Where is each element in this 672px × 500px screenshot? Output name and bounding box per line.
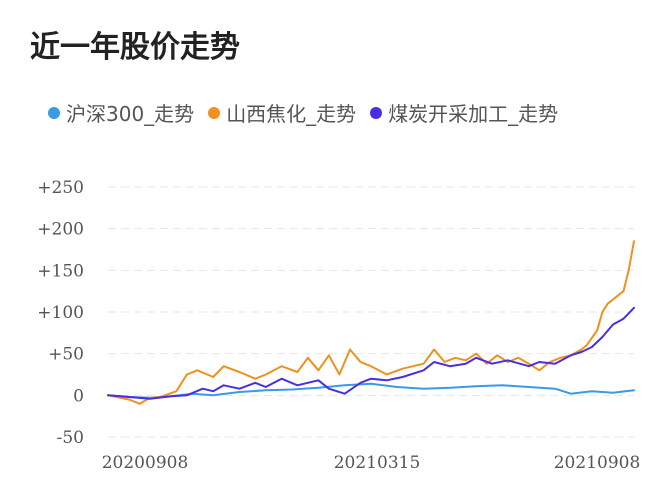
legend-item-coal-mining[interactable]: 煤炭开采加工_走势 — [370, 98, 558, 127]
legend-dot-hs300 — [48, 106, 60, 119]
legend-item-shanxi-coking[interactable]: 山西焦化_走势 — [208, 98, 356, 127]
legend-label-shanxi-coking: 山西焦化_走势 — [226, 102, 357, 126]
legend-label-coal-mining: 煤炭开采加工_走势 — [388, 102, 559, 126]
y-tick-label: +50 — [48, 345, 84, 365]
y-tick-label: 0 — [73, 386, 84, 406]
chart-title: 近一年股价走势 — [30, 30, 240, 65]
y-tick-label: +200 — [37, 220, 84, 240]
x-tick-label: 20200908 — [102, 453, 189, 473]
legend-dot-coal-mining — [370, 106, 383, 119]
series-line-2 — [107, 306, 635, 400]
series-line-1 — [107, 240, 635, 405]
legend-label-hs300: 沪深300_走势 — [66, 102, 195, 126]
legend-item-hs300[interactable]: 沪深300_走势 — [48, 98, 194, 127]
y-tick-label: +150 — [37, 261, 84, 281]
x-tick-label: 20210908 — [554, 453, 641, 473]
y-tick-label: +250 — [37, 178, 84, 198]
y-tick-label: -50 — [57, 428, 84, 448]
y-tick-label: +100 — [37, 303, 84, 323]
legend: 沪深300_走势 山西焦化_走势 煤炭开采加工_走势 — [48, 98, 572, 127]
legend-dot-shanxi-coking — [208, 106, 221, 119]
x-tick-label: 20210315 — [334, 453, 421, 473]
